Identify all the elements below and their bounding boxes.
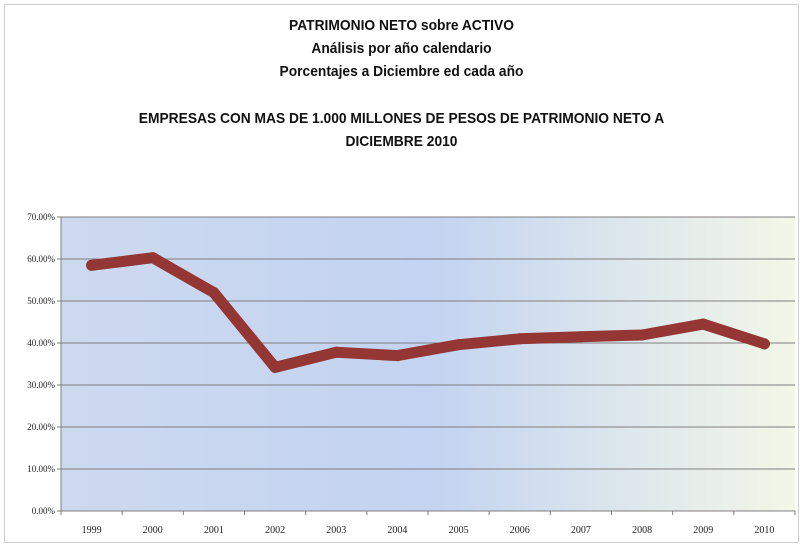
y-tick-label: 0.00% — [32, 506, 56, 516]
x-tick-label: 2004 — [387, 525, 407, 536]
x-tick-label: 2010 — [754, 525, 774, 536]
y-tick-label: 10.00% — [27, 464, 55, 474]
data-point — [514, 333, 526, 345]
x-tick-label: 2007 — [571, 525, 591, 536]
data-point — [697, 318, 709, 330]
data-point — [147, 252, 159, 264]
data-point — [758, 338, 770, 350]
data-point — [86, 259, 98, 271]
y-tick-label: 70.00% — [27, 212, 55, 222]
x-tick-label: 2005 — [449, 525, 469, 536]
data-point — [575, 331, 587, 343]
data-point — [391, 350, 403, 362]
chart-titles: PATRIMONIO NETO sobre ACTIVO Análisis po… — [0, 14, 803, 153]
plot-area — [61, 217, 795, 511]
x-tick-label: 2003 — [326, 525, 346, 536]
y-tick-label: 20.00% — [27, 422, 55, 432]
x-tick-label: 2008 — [632, 525, 652, 536]
data-point — [269, 361, 281, 373]
data-point — [330, 346, 342, 358]
data-point — [636, 329, 648, 341]
x-tick-label: 2009 — [693, 525, 713, 536]
chart-title-line-2: Análisis por año calendario — [311, 40, 492, 57]
x-tick-label: 2002 — [265, 525, 285, 536]
y-tick-label: 50.00% — [27, 296, 55, 306]
data-point — [208, 287, 220, 299]
chart-subtitle-line-2: DICIEMBRE 2010 — [345, 133, 458, 150]
x-tick-label: 2006 — [510, 525, 530, 536]
chart-subtitle-line-1: EMPRESAS CON MAS DE 1.000 MILLONES DE PE… — [138, 110, 665, 127]
chart-title-line-3: Porcentajes a Diciembre ed cada año — [279, 63, 524, 80]
series-line — [86, 252, 770, 373]
y-tick-label: 60.00% — [27, 254, 55, 264]
data-point — [453, 339, 465, 351]
chart-title-line-1: PATRIMONIO NETO sobre ACTIVO — [289, 17, 514, 34]
y-tick-label: 30.00% — [27, 380, 55, 390]
x-tick-label: 2001 — [204, 525, 224, 536]
x-tick-label: 2000 — [143, 525, 163, 536]
x-tick-label: 1999 — [82, 525, 102, 536]
y-tick-label: 40.00% — [27, 338, 55, 348]
